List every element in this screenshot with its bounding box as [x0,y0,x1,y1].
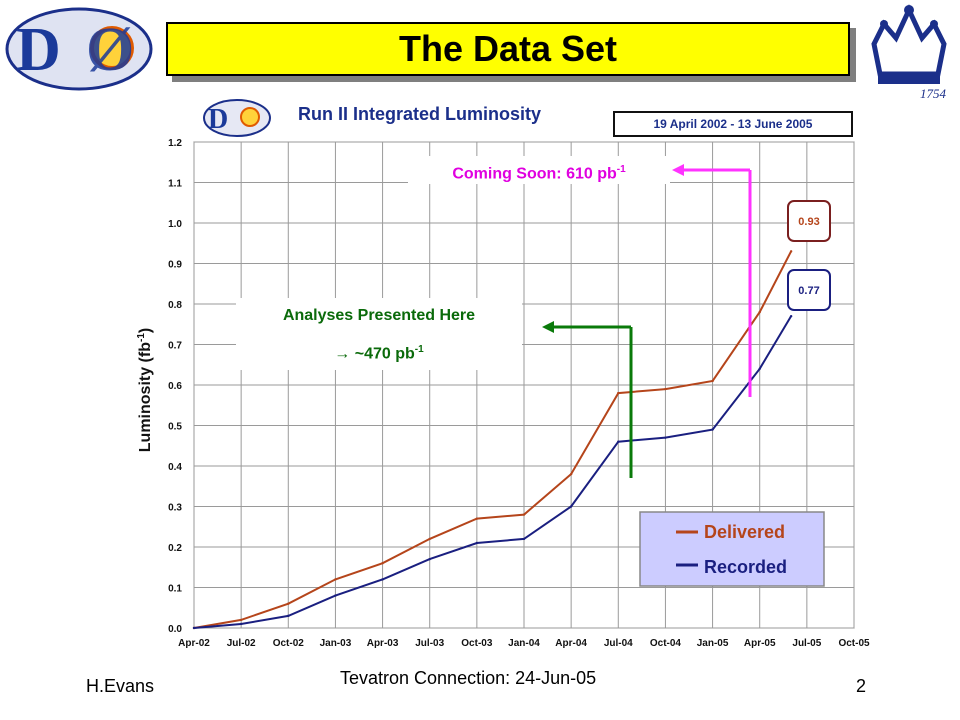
y-tick-label: 0.4 [168,462,182,473]
presented-arrowhead [542,321,554,333]
x-tick-label: Oct-04 [650,638,682,649]
x-tick-label: Apr-05 [744,638,776,649]
svg-text:Ø: Ø [86,16,134,84]
x-tick-label: Apr-04 [555,638,587,649]
presented-line1: Analyses Presented Here [282,307,476,324]
footer-event: Tevatron Connection: 24-Jun-05 [340,668,597,688]
data-point-delivered [287,602,290,605]
data-point-recorded [617,440,620,443]
d0-logo: D Ø [5,7,153,91]
data-point-delivered [239,618,243,622]
title-box: The Data Set [166,22,850,76]
crown-logo: 1754 [871,4,947,100]
data-point-recorded [381,578,384,581]
y-tick-label: 0.9 [168,260,182,271]
data-point-delivered [758,310,761,314]
footer-page-number: 2 [856,676,867,696]
data-point-delivered [381,562,384,565]
chart-title: Run II Integrated Luminosity [298,104,542,124]
delivered-end-label: 0.93 [798,216,819,228]
data-point-recorded [428,557,431,561]
legend-box [639,511,825,587]
y-tick-label: 0.7 [168,341,182,352]
data-point-delivered [789,250,793,253]
data-point-recorded [192,626,196,630]
legend-delivered-label: Delivered [704,522,785,542]
svg-text:D: D [16,16,61,84]
data-point-recorded [334,594,337,597]
y-tick-label: 0.0 [168,624,182,635]
x-tick-label: Jan-03 [320,638,352,649]
footer-author: H.Evans [86,676,155,696]
presented-line2: → ~470 pb-1 [334,344,424,363]
data-point-delivered [617,391,620,395]
recorded-end-label: 0.77 [798,285,819,297]
data-point-recorded [664,436,667,439]
x-tick-label: Oct-02 [273,638,305,649]
x-tick-label: Jul-04 [604,638,633,649]
y-tick-label: 1.2 [168,138,182,149]
series-line-delivered [193,250,792,629]
x-tick-label: Jan-05 [697,638,729,649]
x-tick-label: Apr-03 [367,638,399,649]
data-point-recorded [758,367,761,370]
analyses-presented-annotation: Analyses Presented Here → ~470 pb-1 [236,298,522,370]
data-point-delivered [428,537,431,541]
coming-soon-annotation: Coming Soon: 610 pb-1 [408,156,670,184]
data-point-delivered [475,517,479,520]
y-axis-label: Luminosity (fb-1) [136,328,154,452]
data-point-recorded [239,622,243,626]
data-point-recorded [569,505,573,508]
date-range-box: 19 April 2002 - 13 June 2005 [613,111,853,137]
data-point-delivered [569,472,573,476]
x-tick-label: Oct-05 [838,638,870,649]
y-tick-label: 0.5 [168,422,182,433]
legend-recorded-label: Recorded [704,557,787,577]
crown-year: 1754 [920,86,947,100]
coming-soon-arrowhead [672,164,684,176]
x-tick-label: Jul-02 [227,638,256,649]
chart-d0-logo: D [203,99,271,137]
data-point-recorded [287,614,290,618]
data-point-delivered [334,578,337,581]
y-tick-label: 0.3 [168,503,182,514]
data-point-delivered [711,379,714,383]
y-tick-label: 0.6 [168,381,182,392]
y-tick-label: 0.2 [168,543,182,554]
slide-title: The Data Set [398,28,618,69]
data-point-recorded [789,314,793,318]
data-point-recorded [711,428,714,431]
y-tick-label: 0.8 [168,300,182,311]
data-point-delivered [522,513,526,516]
x-tick-label: Jul-03 [415,638,444,649]
series-line-recorded [193,315,792,629]
svg-text:D: D [208,104,228,135]
x-tick-label: Apr-02 [178,638,210,649]
y-tick-label: 1.1 [168,179,182,190]
data-point-recorded [475,541,479,545]
data-point-recorded [522,537,526,541]
x-tick-label: Oct-03 [461,638,493,649]
data-point-delivered [664,387,667,391]
delivered-end-box [787,200,831,242]
x-tick-label: Jan-04 [508,638,540,649]
x-tick-label: Jul-05 [792,638,821,649]
y-tick-label: 1.0 [168,219,182,230]
y-tick-label: 0.1 [168,584,182,595]
recorded-end-box [787,269,831,311]
